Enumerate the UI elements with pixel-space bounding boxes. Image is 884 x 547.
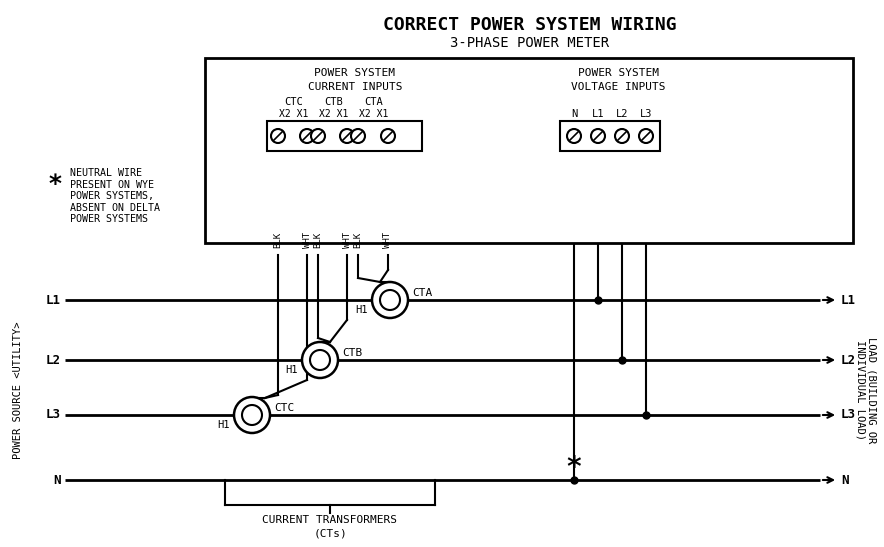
Text: ∗: ∗ [48,168,63,192]
Circle shape [310,350,330,370]
Bar [205,58,853,243]
Circle shape [639,129,653,143]
Text: POWER SYSTEM: POWER SYSTEM [315,68,395,78]
Text: L3: L3 [46,409,61,422]
Text: CTB: CTB [342,348,362,358]
Text: L3: L3 [841,409,856,422]
Circle shape [567,129,581,143]
Text: BLK: BLK [354,232,362,248]
Text: L2: L2 [841,353,856,366]
Text: POWER SOURCE <UTILITY>: POWER SOURCE <UTILITY> [13,321,23,459]
Bar [560,121,660,151]
Circle shape [234,397,270,433]
Text: ∗: ∗ [566,448,583,476]
Text: L1: L1 [46,294,61,306]
Text: L3: L3 [640,109,652,119]
Bar [267,121,422,151]
Circle shape [311,129,325,143]
Text: CTC: CTC [285,97,303,107]
Text: WHT: WHT [302,232,311,248]
Text: NEUTRAL WIRE
PRESENT ON WYE
POWER SYSTEMS,
ABSENT ON DELTA
POWER SYSTEMS: NEUTRAL WIRE PRESENT ON WYE POWER SYSTEM… [70,168,160,224]
Text: L1: L1 [591,109,605,119]
Text: POWER SYSTEM: POWER SYSTEM [577,68,659,78]
Text: H1: H1 [217,420,230,430]
Circle shape [340,129,354,143]
Text: CTB: CTB [324,97,343,107]
Text: X2 X1: X2 X1 [279,109,309,119]
Circle shape [381,129,395,143]
Text: L2: L2 [46,353,61,366]
Text: N: N [571,109,577,119]
Text: X2 X1: X2 X1 [319,109,348,119]
Text: LOAD (BUILDING OR
INDIVIDUAL LOAD): LOAD (BUILDING OR INDIVIDUAL LOAD) [855,337,877,443]
Text: BLK: BLK [273,232,283,248]
Text: (CTs): (CTs) [313,529,347,539]
Circle shape [351,129,365,143]
Text: WHT: WHT [342,232,352,248]
Circle shape [591,129,605,143]
Circle shape [300,129,314,143]
Text: CTA: CTA [412,288,432,298]
Text: CURRENT TRANSFORMERS: CURRENT TRANSFORMERS [263,515,398,525]
Circle shape [615,129,629,143]
Circle shape [302,342,338,378]
Text: VOLTAGE INPUTS: VOLTAGE INPUTS [571,82,666,92]
Text: CTC: CTC [274,403,294,413]
Text: BLK: BLK [314,232,323,248]
Text: N: N [841,474,849,486]
Text: H1: H1 [286,365,298,375]
Text: X2 X1: X2 X1 [359,109,389,119]
Circle shape [271,129,285,143]
Text: N: N [54,474,61,486]
Text: H1: H1 [355,305,368,315]
Circle shape [242,405,262,425]
Text: 3-PHASE POWER METER: 3-PHASE POWER METER [451,36,610,50]
Text: WHT: WHT [384,232,392,248]
Text: L1: L1 [841,294,856,306]
Circle shape [372,282,408,318]
Text: L2: L2 [616,109,629,119]
Text: CURRENT INPUTS: CURRENT INPUTS [308,82,402,92]
Circle shape [380,290,400,310]
Text: CTA: CTA [364,97,384,107]
Text: CORRECT POWER SYSTEM WIRING: CORRECT POWER SYSTEM WIRING [383,16,677,34]
